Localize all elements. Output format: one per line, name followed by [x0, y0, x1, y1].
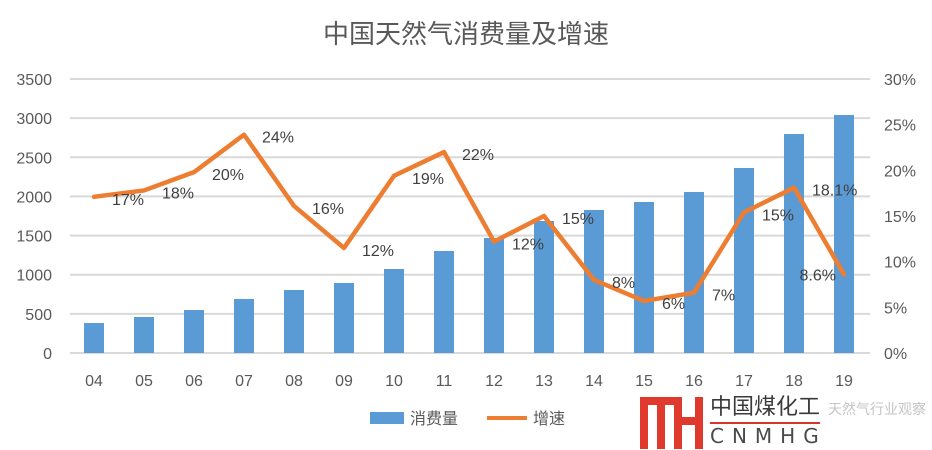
data-label: 24%: [262, 130, 294, 147]
x-tick-label: 05: [135, 373, 153, 390]
data-label: 19%: [412, 171, 444, 188]
x-tick-label: 04: [85, 373, 103, 390]
logo-cn-text: 中国煤化工: [710, 395, 821, 420]
data-label: 18%: [162, 185, 194, 202]
bar-13: [534, 221, 554, 353]
y-left-tick-label: 2500: [16, 150, 52, 167]
bar-17: [734, 168, 754, 353]
bar-06: [184, 310, 204, 353]
y-left-tick-label: 3000: [16, 111, 52, 128]
data-label: 22%: [462, 147, 494, 164]
bar-11: [434, 250, 454, 353]
x-tick-label: 13: [535, 373, 553, 390]
bar-15: [634, 201, 654, 353]
x-tick-label: 08: [285, 373, 303, 390]
x-tick-label: 11: [436, 373, 453, 390]
data-label: 8.6%: [800, 267, 836, 284]
x-tick-label: 09: [335, 373, 353, 390]
x-tick-label: 15: [635, 373, 653, 390]
logo-mark-icon: [640, 397, 703, 449]
bar-18: [784, 134, 804, 353]
logo-en-text: CNMHG: [710, 424, 827, 448]
bar-08: [284, 289, 304, 353]
data-label: 18.1%: [812, 183, 857, 200]
data-label: 15%: [762, 207, 794, 224]
data-label: 15%: [562, 211, 594, 228]
y-left-tick-label: 2000: [16, 189, 52, 206]
x-tick-label: 12: [485, 373, 503, 390]
x-tick-label: 07: [235, 373, 253, 390]
y-left-tick-label: 1500: [16, 229, 52, 246]
chart-title: 中国天然气消费量及增速: [322, 20, 609, 50]
bar-19: [834, 115, 854, 353]
data-label: 8%: [612, 275, 635, 292]
bar-04: [84, 323, 104, 353]
x-tick-label: 06: [185, 373, 203, 390]
y-left-tick-label: 3500: [16, 72, 52, 89]
x-tick-label: 10: [385, 373, 403, 390]
data-label: 16%: [312, 201, 344, 218]
legend-bar-swatch: [370, 412, 404, 424]
x-tick-label: 18: [785, 373, 803, 390]
data-label: 7%: [712, 288, 735, 305]
x-tick-label: 16: [685, 373, 703, 390]
y-left-tick-label: 1000: [16, 268, 52, 285]
y-right-tick-label: 20%: [884, 163, 916, 180]
bar-12: [484, 237, 504, 353]
data-label: 20%: [212, 167, 244, 184]
y-left-tick-label: 500: [25, 307, 52, 324]
logo-divider: [710, 422, 820, 424]
bar-10: [384, 268, 404, 353]
y-left-tick-label: 0: [43, 346, 52, 363]
y-right-tick-label: 30%: [884, 72, 916, 89]
x-tick-label: 14: [585, 373, 603, 390]
y-right-tick-label: 25%: [884, 118, 916, 135]
y-right-tick-label: 10%: [884, 255, 916, 272]
legend-bar-label: 消费量: [410, 409, 458, 428]
y-right-tick-label: 15%: [884, 209, 916, 226]
cnmhg-logo: 中国煤化工 CNMHG 天然气行业观察: [640, 395, 930, 449]
bar-07: [234, 298, 254, 353]
data-label: 12%: [362, 243, 394, 260]
y-right-tick-label: 5%: [884, 300, 907, 317]
watermark-text: 天然气行业观察: [828, 402, 926, 418]
bar-09: [334, 283, 354, 353]
x-tick-label: 17: [735, 373, 753, 390]
bar-05: [134, 316, 154, 353]
x-tick-label: 19: [835, 373, 853, 390]
growth-line: [91, 132, 847, 304]
y-right-tick-label: 0%: [884, 346, 907, 363]
legend-line-label: 增速: [533, 409, 565, 428]
data-label: 12%: [512, 237, 544, 254]
bar-16: [684, 191, 704, 353]
data-label: 17%: [112, 192, 144, 209]
data-label: 6%: [662, 296, 685, 313]
